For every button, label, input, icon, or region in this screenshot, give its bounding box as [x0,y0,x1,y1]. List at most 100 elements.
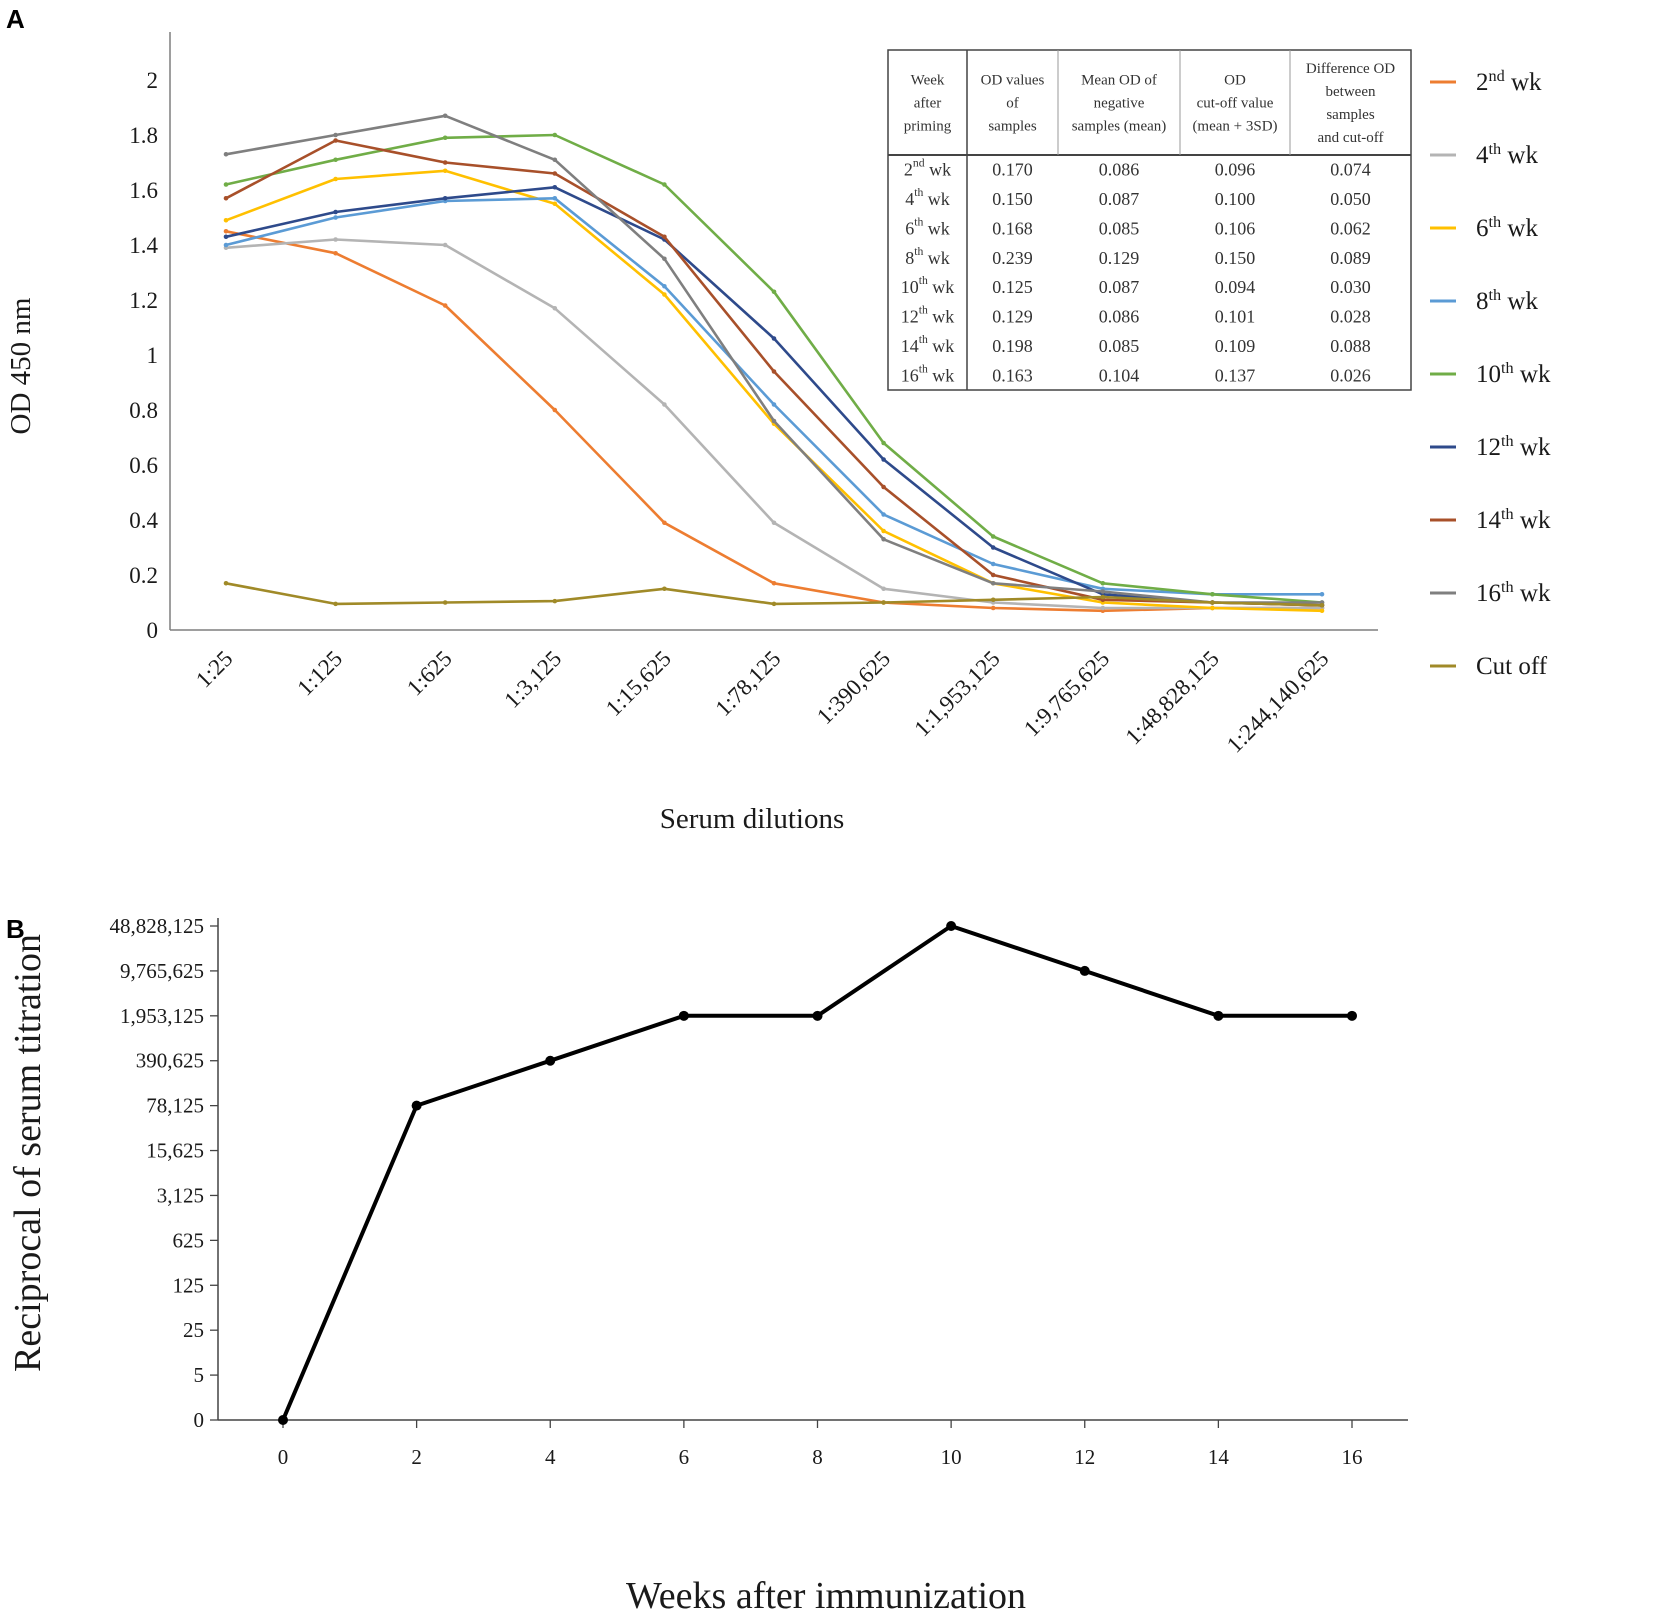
panel-b-data-point [278,1415,288,1425]
inset-table-cell: 0.170 [992,160,1033,180]
series-point [771,336,777,341]
panel-b-xtick-label: 12 [1074,1445,1095,1469]
inset-table-cell: 0.086 [1099,160,1140,180]
panel-a-ytick-label: 1.8 [129,123,158,148]
inset-table-week-cell-suffix: wk [928,336,955,356]
inset-table-week-cell-sup: nd [913,157,925,170]
panel-a-ytick-label: 2 [147,68,159,93]
panel-b-ytick-label: 15,625 [146,1139,204,1163]
panel-a-ytick-label: 1 [147,343,159,368]
panel-a-y-axis-title: OD 450 nm [5,297,37,434]
inset-table-cell: 0.088 [1330,336,1371,356]
inset-table-week-cell-sup: th [919,362,928,375]
inset-table-week-cell: 8th wk [905,245,950,268]
inset-table-header-text: priming [904,119,952,135]
series-point [1319,608,1325,614]
inset-table-week-cell-sup: th [919,333,928,346]
panel-b-y-axis-title: Reciprocal of serum titration [7,934,49,1372]
series-point [990,597,996,603]
series-point [552,305,558,311]
series-point [442,600,448,605]
legend-entry-label-sup: th [1501,359,1514,377]
series-point [662,586,667,592]
inset-table-cell: 0.104 [1099,365,1140,385]
legend-entry-label: 6th wk [1476,213,1538,242]
series-point [442,168,448,174]
series-point [442,242,448,248]
inset-table-week-cell-sup: th [919,274,928,287]
legend-entry-label-suffix: wk [1501,142,1538,169]
series-point [662,283,667,289]
series-point [552,195,558,201]
inset-table-header-text: OD values [981,73,1045,89]
panel-b-xtick-label: 0 [278,1445,289,1469]
inset-table-header-text: samples [988,119,1036,135]
inset-table-cell: 0.100 [1215,189,1256,209]
inset-table-week-cell-sup: th [914,215,923,228]
panel-b-ytick-label: 3,125 [157,1183,204,1207]
inset-table-cell: 0.150 [992,189,1033,209]
legend-entry-label: 8th wk [1476,286,1538,315]
panel-a-ytick-label: 0.8 [129,398,158,423]
series-point [223,228,229,234]
inset-table-cell: 0.239 [992,248,1033,268]
inset-table-cell: 0.129 [1099,248,1140,268]
legend-entry-label: 10th wk [1476,359,1551,388]
inset-table-cell: 0.106 [1215,218,1256,238]
inset-table-week-cell-suffix: wk [925,160,952,180]
series-point [223,234,229,240]
legend-entry-label-base: 4 [1476,142,1489,169]
series-point [333,157,338,163]
legend-entry-label-sup: th [1489,140,1502,158]
inset-table-header-text: between [1326,84,1376,100]
series-point [662,292,667,297]
legend-entry-label: 16th wk [1476,578,1551,607]
panel-a-ytick-label: 0 [147,618,159,643]
inset-table-cell: 0.137 [1215,365,1256,385]
panel-b-data-point [1213,1010,1224,1021]
inset-table-cell: 0.129 [992,307,1033,327]
inset-table-week-cell-base: 12 [901,307,919,327]
inset-table-week-cell: 10th wk [901,274,955,297]
series-point [333,138,338,143]
series-point [1319,602,1325,608]
series-point [333,176,338,182]
panel-b-ytick-label: 125 [173,1273,205,1297]
legend-entry-label-suffix: wk [1505,69,1542,96]
series-point [990,534,996,539]
panel-b-ytick-label: 9,765,625 [120,959,204,983]
series-point [990,561,996,567]
inset-table-cell: 0.028 [1330,307,1371,327]
series-point [552,132,558,138]
inset-table-cell: 0.050 [1330,189,1371,209]
panel-b-xtick-label: 16 [1342,1445,1363,1469]
panel-a-chart: 0 0.2 0.4 0.6 0.8 1 1.2 1.4 1.6 1.8 2 1:25 1:125 1:62… [5,32,1551,835]
series-point [333,237,338,242]
inset-table-cell: 0.086 [1099,307,1140,327]
series-point [1210,591,1215,597]
series-point [990,605,996,611]
series-point [771,369,777,374]
series-point [1100,594,1106,600]
legend-entry-label: 14th wk [1476,505,1551,534]
series-point [881,536,886,542]
series-point [881,440,886,446]
panel-a-xtick-label: 1:3,125 [499,646,566,713]
panel-a-label: A [6,4,25,34]
series-point [771,289,777,295]
panel-b-ytick-label: 0 [194,1408,205,1432]
panel-a-xtick-label: 1:390,625 [812,646,895,729]
legend-entry-label-base: 14 [1476,507,1502,534]
series-point [990,572,996,578]
inset-table-week-cell-base: 10 [901,277,919,297]
panel-a-xtick-label: 1:125 [292,646,347,701]
series-point [662,182,667,187]
legend-entry-label: Cut off [1476,653,1548,680]
inset-table-cell: 0.109 [1215,336,1256,356]
inset-table-week-cell-sup: th [914,245,923,258]
inset-table-cell: 0.163 [992,365,1033,385]
panel-b-data-point [545,1055,556,1066]
inset-table-header-text: of [1006,96,1019,112]
series-point [333,132,338,138]
inset-table-week-cell-sup: th [914,186,923,199]
